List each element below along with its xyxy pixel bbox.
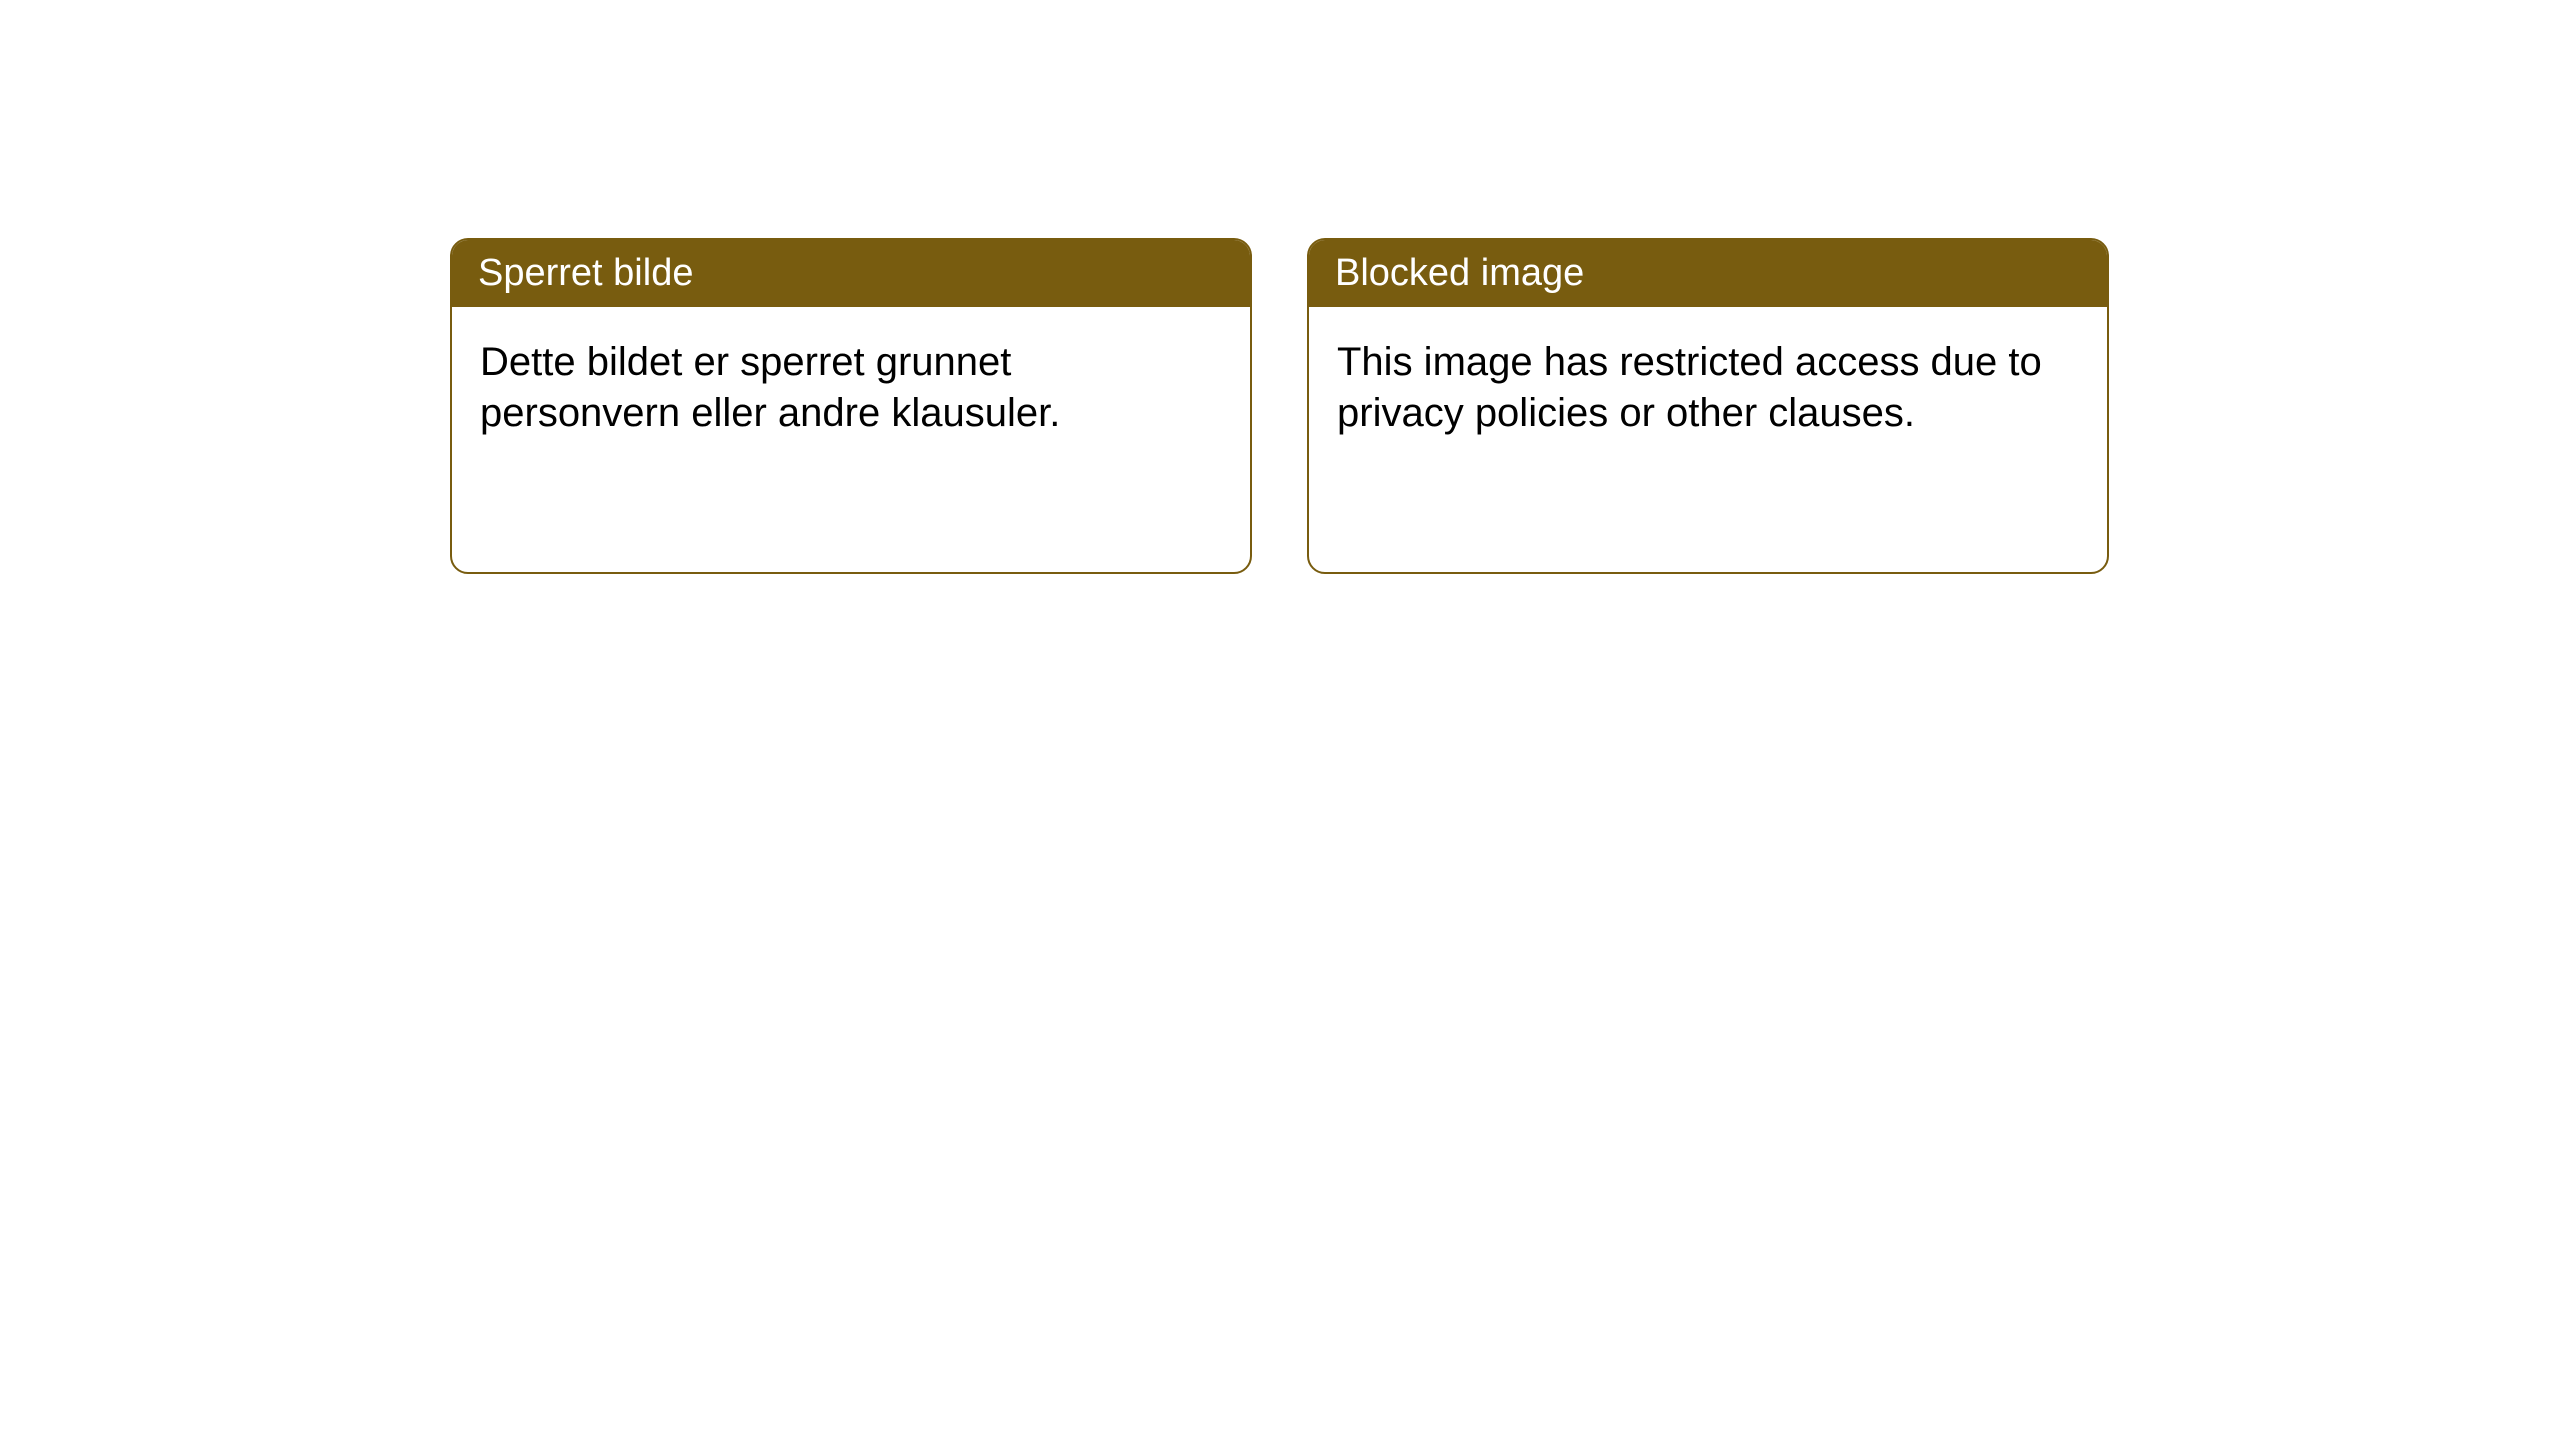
notice-cards-container: Sperret bilde Dette bildet er sperret gr… [450,238,2109,574]
notice-body-text: Dette bildet er sperret grunnet personve… [480,340,1060,435]
notice-card-norwegian: Sperret bilde Dette bildet er sperret gr… [450,238,1252,574]
notice-header: Sperret bilde [452,240,1250,307]
notice-body-text: This image has restricted access due to … [1337,340,2042,435]
notice-body: This image has restricted access due to … [1309,307,2107,469]
notice-card-english: Blocked image This image has restricted … [1307,238,2109,574]
notice-header: Blocked image [1309,240,2107,307]
notice-body: Dette bildet er sperret grunnet personve… [452,307,1250,469]
notice-title: Blocked image [1335,252,1584,294]
notice-title: Sperret bilde [478,252,693,294]
